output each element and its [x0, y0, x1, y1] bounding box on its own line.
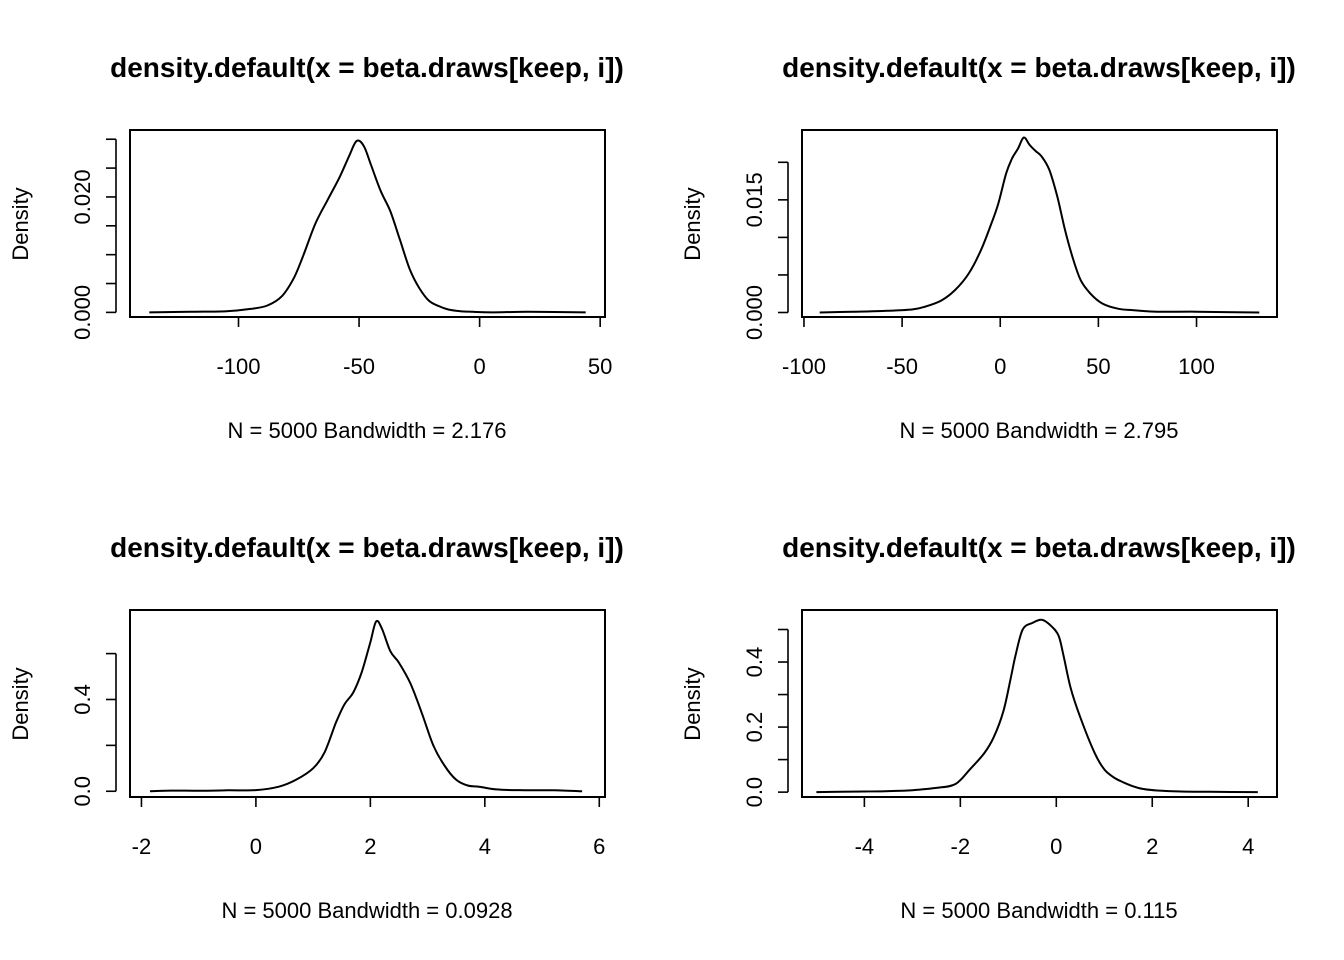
x-axis-label: N = 5000 Bandwidth = 2.795 — [900, 418, 1179, 443]
density-curve — [819, 136, 1260, 314]
x-axis-label: N = 5000 Bandwidth = 2.176 — [228, 418, 507, 443]
x-tick-label: 4 — [479, 834, 491, 859]
x-tick-label: 0 — [994, 354, 1006, 379]
x-tick-label: -100 — [782, 354, 826, 379]
y-tick-label: 0.4 — [742, 647, 767, 678]
density-panel-3: density.default(x = beta.draws[keep, i])… — [8, 532, 624, 923]
y-axis: 0.0 0.4 — [70, 652, 117, 807]
y-axis-label: Density — [680, 187, 705, 260]
x-tick-label: 6 — [593, 834, 605, 859]
y-tick-label: 0.0 — [70, 776, 95, 807]
x-axis-label: N = 5000 Bandwidth = 0.115 — [900, 898, 1177, 923]
density-panel-1: density.default(x = beta.draws[keep, i])… — [8, 52, 624, 443]
x-tick-label: 50 — [1086, 354, 1110, 379]
chart-title: density.default(x = beta.draws[keep, i]) — [782, 52, 1296, 83]
x-tick-label: 0 — [473, 354, 485, 379]
plot-frame — [801, 129, 1278, 318]
y-axis-label: Density — [8, 667, 33, 740]
x-axis: -4 -2 0 2 4 — [855, 796, 1254, 859]
x-tick-label: -2 — [951, 834, 971, 859]
y-tick-label: 0.015 — [742, 172, 767, 227]
x-tick-label: 50 — [588, 354, 612, 379]
x-tick-label: -4 — [855, 834, 875, 859]
y-tick-label: 0.4 — [70, 684, 95, 715]
density-curve — [149, 139, 586, 314]
plot-frame — [129, 129, 606, 318]
y-tick-label: 0.020 — [70, 169, 95, 224]
x-tick-label: 2 — [1146, 834, 1158, 859]
density-curve — [149, 619, 583, 793]
x-tick-label: 4 — [1242, 834, 1254, 859]
plot-frame — [801, 609, 1278, 798]
density-panel-4: density.default(x = beta.draws[keep, i])… — [680, 532, 1296, 923]
y-tick-label: 0.0 — [742, 777, 767, 808]
x-axis: -100 -50 0 50 100 — [782, 316, 1215, 379]
x-tick-label: 0 — [250, 834, 262, 859]
y-tick-label: 0.000 — [70, 285, 95, 340]
density-curve — [816, 618, 1258, 794]
x-tick-label: -100 — [216, 354, 260, 379]
chart-title: density.default(x = beta.draws[keep, i]) — [782, 532, 1296, 563]
y-tick-label: 0.2 — [742, 712, 767, 743]
chart-title: density.default(x = beta.draws[keep, i]) — [110, 532, 624, 563]
x-axis: -100 -50 0 50 — [216, 316, 612, 379]
x-tick-label: 0 — [1050, 834, 1062, 859]
y-tick-label: 0.000 — [742, 285, 767, 340]
y-axis-label: Density — [680, 667, 705, 740]
x-axis-label: N = 5000 Bandwidth = 0.0928 — [221, 898, 512, 923]
plot-frame — [129, 609, 606, 798]
x-tick-label: -50 — [343, 354, 375, 379]
y-axis-label: Density — [8, 187, 33, 260]
x-tick-label: -50 — [886, 354, 918, 379]
x-axis: -2 0 2 4 6 — [132, 796, 605, 859]
density-panel-2: density.default(x = beta.draws[keep, i])… — [680, 52, 1296, 443]
y-axis: 0.000 0.020 — [70, 138, 117, 340]
y-axis: 0.000 0.015 — [742, 161, 789, 340]
y-axis: 0.0 0.2 0.4 — [742, 628, 789, 808]
x-tick-label: -2 — [132, 834, 152, 859]
x-tick-label: 2 — [364, 834, 376, 859]
chart-title: density.default(x = beta.draws[keep, i]) — [110, 52, 624, 83]
x-tick-label: 100 — [1178, 354, 1215, 379]
